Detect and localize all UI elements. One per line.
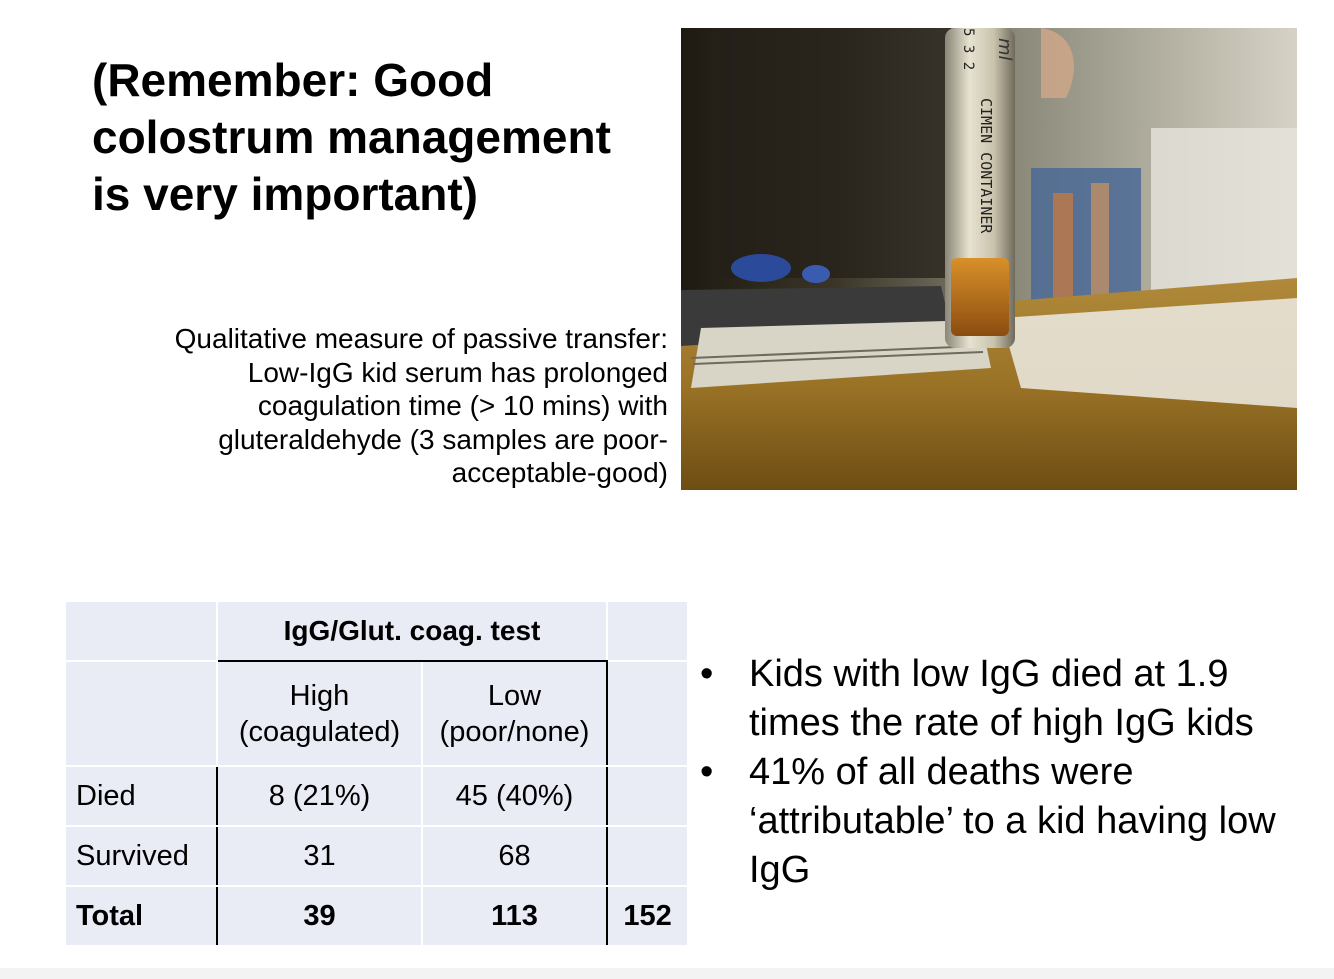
row-label: Total <box>64 885 218 947</box>
tube-label-text: CIMEN CONTAINER <box>977 98 995 234</box>
cell-high: 8 (21%) <box>216 765 423 827</box>
table-blank-cell <box>64 600 218 662</box>
row-label: Survived <box>64 825 218 887</box>
photo-caption: Qualitative measure of passive transfer:… <box>174 323 668 488</box>
table-blank-cell <box>64 660 218 767</box>
coagulation-test-photo: CIMEN CONTAINER ml 5 3 2 <box>681 28 1297 490</box>
column-header-low-line1: Low <box>487 679 542 712</box>
hand-finger-shape <box>1041 28 1074 98</box>
cell-high: 39 <box>216 885 423 947</box>
slide-heading: (Remember: Good colostrum management is … <box>92 54 611 220</box>
igg-mortality-table: IgG/Glut. coag. test High (coagulated) L… <box>64 600 690 947</box>
column-header-low-line2: (poor/none) <box>439 715 590 748</box>
findings-list: • Kids with low IgG died at 1.9 times th… <box>700 650 1310 895</box>
cell-low: 113 <box>420 885 609 947</box>
column-header-low: Low (poor/none) <box>420 660 609 767</box>
table-group-header-row: IgG/Glut. coag. test <box>64 600 690 662</box>
column-header-high: High (coagulated) <box>216 660 423 767</box>
bullet-text: Kids with low IgG died at 1.9 times the … <box>749 653 1254 744</box>
table-row: Died 8 (21%) 45 (40%) <box>64 765 690 827</box>
cell-total <box>606 765 690 827</box>
tube-label-number: 5 3 2 <box>960 28 976 70</box>
column-header-high-line1: High <box>289 679 350 712</box>
bullet-marker: • <box>700 751 714 793</box>
table-blank-cell <box>606 660 690 767</box>
cell-total: 152 <box>606 885 690 947</box>
table-row: Survived 31 68 <box>64 825 690 887</box>
bullet-text: 41% of all deaths were ‘attributable’ to… <box>749 751 1276 891</box>
table-blank-cell <box>606 600 690 662</box>
cell-low: 68 <box>420 825 609 887</box>
table-column-header-row: High (coagulated) Low (poor/none) <box>64 660 690 767</box>
tube-volume-mark: ml <box>994 38 1015 61</box>
bottom-strip <box>0 968 1334 979</box>
cell-total <box>606 825 690 887</box>
row-label: Died <box>64 765 218 827</box>
list-item: • Kids with low IgG died at 1.9 times th… <box>700 650 1310 748</box>
table-group-header: IgG/Glut. coag. test <box>215 600 609 662</box>
cell-low: 45 (40%) <box>420 765 609 827</box>
column-header-high-line2: (coagulated) <box>238 715 401 748</box>
list-item: • 41% of all deaths were ‘attributable’ … <box>700 748 1310 895</box>
table-row-total: Total 39 113 152 <box>64 885 690 947</box>
bullet-marker: • <box>700 653 714 695</box>
cell-high: 31 <box>216 825 423 887</box>
